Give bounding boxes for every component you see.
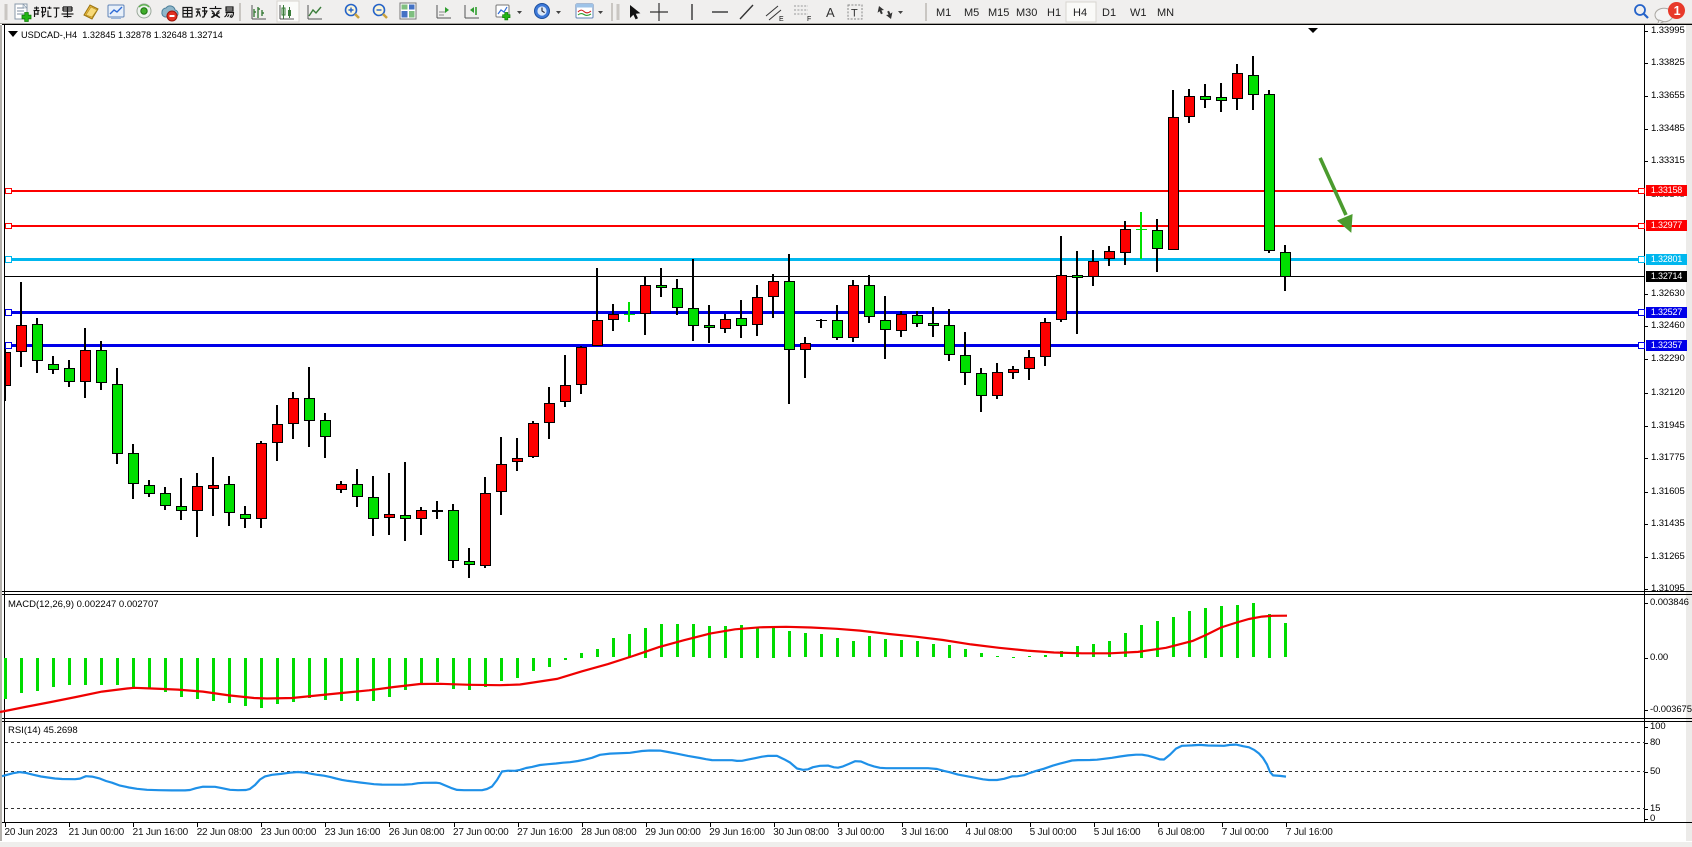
svg-text:MN: MN bbox=[1157, 7, 1174, 19]
svg-text:H4: H4 bbox=[1073, 7, 1087, 19]
svg-text:M30: M30 bbox=[1016, 7, 1037, 19]
svg-text:M15: M15 bbox=[988, 7, 1009, 19]
svg-text:D1: D1 bbox=[1102, 7, 1116, 19]
svg-text:T: T bbox=[851, 8, 858, 20]
svg-text:F: F bbox=[807, 16, 811, 23]
svg-text:W1: W1 bbox=[1130, 7, 1147, 19]
svg-text:H1: H1 bbox=[1047, 7, 1061, 19]
svg-text:M5: M5 bbox=[964, 7, 979, 19]
svg-text:M1: M1 bbox=[936, 7, 951, 19]
svg-text:1: 1 bbox=[1674, 4, 1681, 18]
svg-text:E: E bbox=[779, 16, 784, 23]
svg-text:A: A bbox=[826, 5, 835, 20]
